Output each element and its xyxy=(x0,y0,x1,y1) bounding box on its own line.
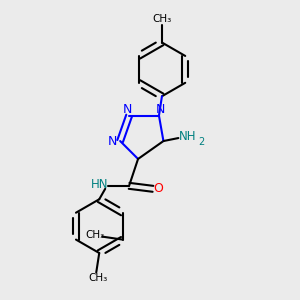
Text: NH: NH xyxy=(178,130,196,143)
Text: O: O xyxy=(153,182,163,195)
Text: N: N xyxy=(156,103,165,116)
Text: HN: HN xyxy=(91,178,109,191)
Text: N: N xyxy=(123,103,132,116)
Text: CH₃: CH₃ xyxy=(88,273,107,284)
Text: CH₃: CH₃ xyxy=(85,230,104,240)
Text: 2: 2 xyxy=(198,136,205,147)
Text: CH₃: CH₃ xyxy=(152,14,172,24)
Text: N: N xyxy=(108,134,117,148)
